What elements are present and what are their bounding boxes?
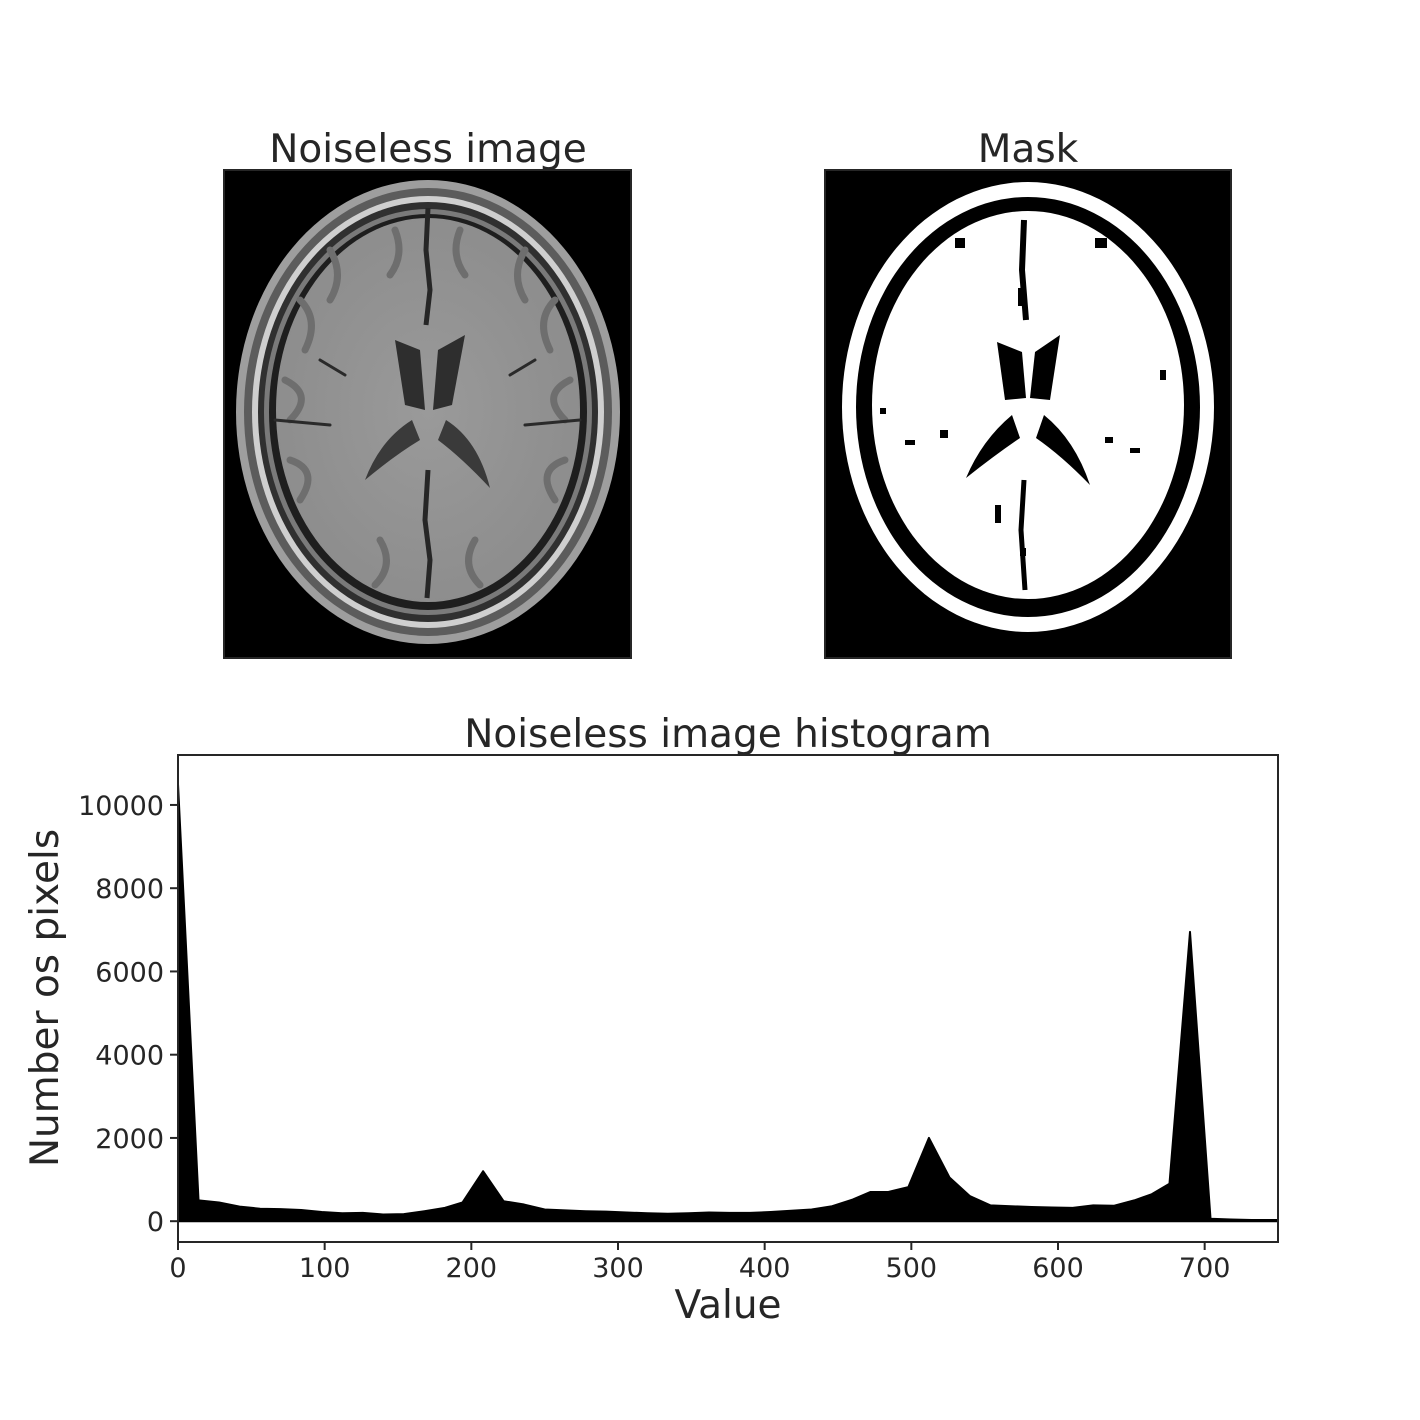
plot-frame [177, 754, 1279, 1243]
image-panel-title: Noiseless image [269, 127, 587, 172]
x-tick-label: 200 [446, 1253, 498, 1284]
y-axis-ticks: 0 2000 4000 6000 8000 10000 [78, 791, 178, 1238]
x-tick-label: 0 [169, 1253, 186, 1284]
x-tick-label: 100 [299, 1253, 351, 1284]
x-tick-label: 700 [1179, 1253, 1231, 1284]
y-tick-label: 0 [147, 1207, 164, 1238]
mask-panel-title: Mask [978, 127, 1079, 172]
x-tick-label: 400 [739, 1253, 791, 1284]
y-tick-label: 4000 [95, 1041, 164, 1072]
histogram-plot: 0 100 200 300 400 500 600 700 0 2000 4000 6000 8000… [78, 754, 1279, 1284]
x-axis-label: Value [674, 1283, 781, 1328]
x-axis-ticks: 0 100 200 300 400 500 600 700 [169, 1242, 1230, 1284]
y-tick-label: 8000 [95, 874, 164, 905]
y-tick-label: 2000 [95, 1124, 164, 1155]
y-axis-label: Number os pixels [23, 829, 68, 1167]
x-tick-label: 500 [886, 1253, 938, 1284]
chart-title: Noiseless image histogram [464, 712, 992, 757]
mask-image [824, 169, 1232, 659]
y-tick-label: 10000 [78, 791, 164, 822]
x-tick-label: 600 [1032, 1253, 1084, 1284]
plot-area [178, 755, 1278, 1242]
noiseless-brain-image [223, 169, 632, 659]
x-tick-label: 300 [592, 1253, 644, 1284]
histogram-area [177, 783, 1279, 1223]
y-tick-label: 6000 [95, 957, 164, 988]
